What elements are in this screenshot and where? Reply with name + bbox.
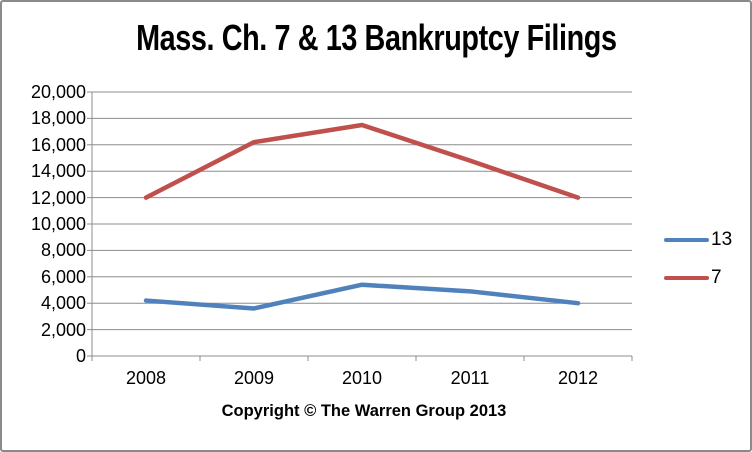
y-tick-label: 16,000 — [30, 134, 86, 155]
chart-title-text: Mass. Ch. 7 & 13 Bankruptcy Filings — [135, 17, 617, 58]
legend-item-13: 13 — [664, 229, 732, 251]
y-tick-label: 12,000 — [30, 187, 86, 208]
y-tick-label: 14,000 — [30, 161, 86, 182]
chart-title: Mass. Ch. 7 & 13 Bankruptcy Filings — [2, 16, 750, 60]
legend-label: 7 — [711, 267, 722, 288]
copyright-caption: Copyright © The Warren Group 2013 — [221, 402, 507, 420]
legend-label: 13 — [711, 229, 733, 250]
x-tick-label: 2010 — [341, 368, 383, 388]
y-tick-label: 6,000 — [40, 266, 86, 287]
x-tick-label: 2011 — [450, 368, 490, 388]
y-tick-label: 8,000 — [40, 240, 86, 261]
series-line-13 — [143, 282, 581, 311]
series-line-7 — [143, 122, 581, 200]
y-tick-label: 20,000 — [30, 82, 86, 102]
x-tick-label: 2008 — [125, 368, 167, 388]
y-tick-label: 2,000 — [40, 319, 86, 340]
legend-item-7: 7 — [664, 267, 732, 289]
x-tick-label: 2009 — [233, 368, 275, 388]
y-tick-label: 18,000 — [30, 108, 86, 129]
y-tick-label: 10,000 — [30, 214, 86, 234]
y-tick-label: 0 — [75, 346, 86, 366]
x-tick-label: 2012 — [557, 368, 599, 388]
legend: 13 7 — [664, 229, 732, 305]
legend-swatch — [664, 237, 709, 243]
legend-swatch — [664, 275, 709, 281]
y-tick-label: 4,000 — [40, 293, 86, 314]
